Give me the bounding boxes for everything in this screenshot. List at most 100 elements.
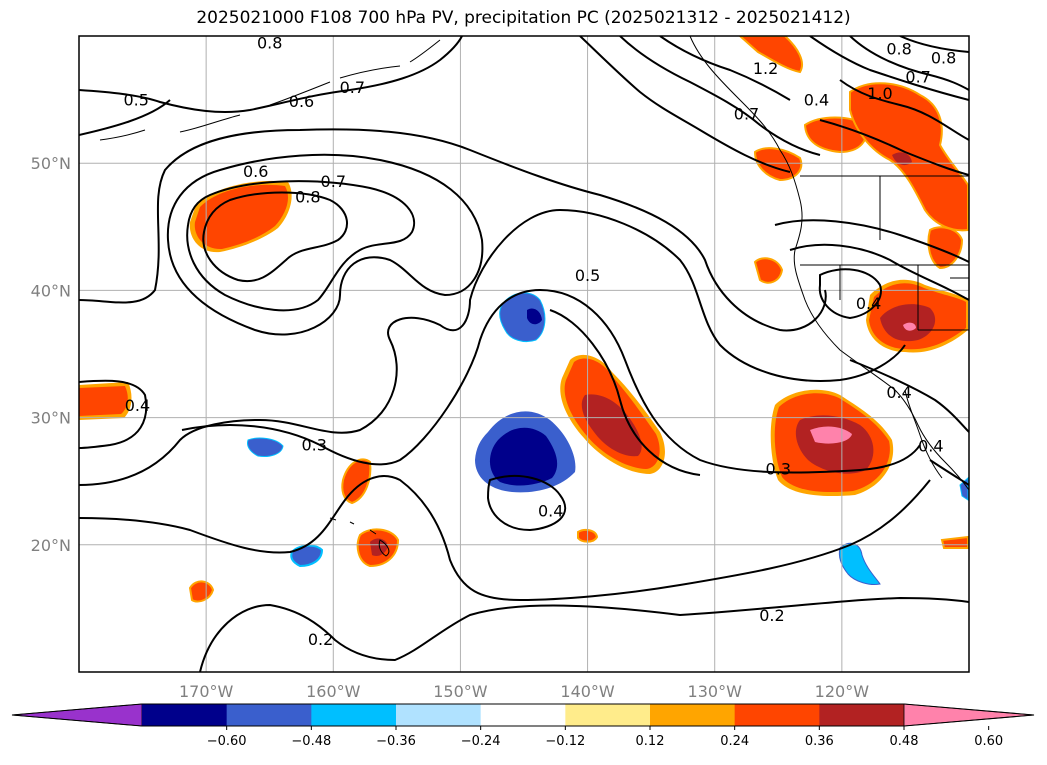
pv-contour bbox=[199, 596, 969, 672]
precip-region-ne-core bbox=[892, 152, 912, 166]
contour-label: 0.4 bbox=[918, 437, 943, 456]
neg-precip-region-north-core bbox=[527, 308, 542, 325]
pv-contour bbox=[839, 79, 969, 141]
map-frame bbox=[78, 35, 970, 673]
precip-region-nw-pacific-core bbox=[194, 184, 289, 250]
pv-contours bbox=[79, 36, 969, 672]
pv-contour bbox=[166, 153, 484, 336]
colorbar-segment bbox=[226, 704, 312, 726]
pv-contour bbox=[79, 379, 148, 449]
pv-contour bbox=[849, 359, 969, 433]
lat-tick-label: 20°N bbox=[31, 536, 71, 555]
colorbar-tick-label: 0.36 bbox=[805, 734, 834, 749]
colorbar-extend-low bbox=[11, 703, 143, 727]
colorbar-tick-label: −0.24 bbox=[461, 734, 501, 749]
colorbar-segment bbox=[734, 704, 820, 726]
contour-label: 0.2 bbox=[308, 630, 333, 649]
precip-shading bbox=[79, 36, 969, 603]
pv-contour bbox=[181, 288, 921, 474]
lat-tick-label: 30°N bbox=[31, 409, 71, 428]
contour-label: 0.4 bbox=[856, 294, 881, 313]
colorbar-segment bbox=[142, 704, 228, 726]
contour-label: 0.8 bbox=[295, 187, 320, 206]
pv-contour bbox=[79, 36, 463, 113]
colorbar-extend-high bbox=[903, 703, 1035, 727]
contour-label: 1.0 bbox=[867, 84, 892, 103]
contour-label: 0.8 bbox=[886, 40, 911, 59]
contour-label: 0.8 bbox=[257, 33, 282, 52]
colorbar-tick-label: 0.12 bbox=[636, 734, 665, 749]
pv-contour bbox=[579, 36, 791, 173]
contour-label: 0.4 bbox=[125, 396, 150, 415]
lat-tick-label: 50°N bbox=[31, 154, 71, 173]
pv-contour bbox=[619, 36, 821, 156]
precip-region-california-peak bbox=[903, 322, 916, 331]
contour-label: 0.7 bbox=[321, 172, 346, 191]
colorbar-tick-label: −0.60 bbox=[207, 734, 247, 749]
coastline-alaska-islands bbox=[99, 39, 441, 141]
longitude-labels: 170°W 160°W 150°W 140°W 130°W 120°W bbox=[179, 682, 869, 701]
contour-label: 0.7 bbox=[905, 68, 930, 87]
colorbar-segment bbox=[819, 704, 905, 726]
coastline-north-america bbox=[689, 36, 969, 491]
precip-patch-5 bbox=[753, 257, 784, 284]
latitude-labels: 50°N 40°N 30°N 20°N bbox=[31, 154, 71, 555]
contour-label: 0.4 bbox=[804, 91, 829, 110]
pv-contour bbox=[819, 119, 969, 176]
map-plot-area: 0.50.60.80.70.70.60.80.40.30.20.50.40.30… bbox=[79, 33, 969, 672]
contour-label: 0.4 bbox=[886, 383, 911, 402]
pv-contour bbox=[929, 459, 969, 486]
coastline-hawaii bbox=[329, 517, 390, 557]
lon-tick-label: 160°W bbox=[306, 682, 361, 701]
contour-labels: 0.50.60.80.70.70.60.80.40.30.20.50.40.30… bbox=[123, 33, 956, 649]
pv-contour bbox=[202, 191, 348, 283]
coastline-baja bbox=[904, 389, 943, 479]
pv-contour bbox=[79, 128, 827, 332]
colorbar-segment bbox=[565, 704, 651, 726]
pv-contour bbox=[486, 474, 567, 532]
neg-precip-region-central-core bbox=[489, 427, 558, 486]
lon-tick-label: 150°W bbox=[433, 682, 488, 701]
pv-contour bbox=[809, 36, 969, 101]
contour-label: 0.7 bbox=[340, 78, 365, 97]
pv-contour bbox=[818, 268, 882, 320]
lon-tick-label: 130°W bbox=[688, 682, 743, 701]
pv-contour bbox=[186, 180, 415, 312]
map-gridlines bbox=[79, 36, 969, 672]
contour-label: 0.3 bbox=[301, 435, 326, 454]
pv-contour bbox=[549, 309, 701, 476]
state-boundaries bbox=[800, 175, 969, 331]
contour-label: 0.8 bbox=[931, 49, 956, 68]
colorbar-tick-label: 0.48 bbox=[890, 734, 919, 749]
colorbar-segment bbox=[311, 704, 397, 726]
contour-label: 1.2 bbox=[753, 59, 778, 78]
contour-label: 0.4 bbox=[538, 501, 563, 520]
colorbar-tick-label: 0.24 bbox=[720, 734, 749, 749]
pv-contour bbox=[79, 475, 931, 602]
precip-patch-3 bbox=[188, 580, 215, 603]
colorbar-outline bbox=[11, 703, 1035, 727]
neg-precip-region-southeast bbox=[838, 542, 881, 585]
pv-contour bbox=[789, 243, 969, 301]
colorbar-segment bbox=[480, 704, 566, 726]
pv-contour bbox=[659, 36, 791, 101]
contour-label: 0.5 bbox=[575, 266, 600, 285]
lon-tick-label: 140°W bbox=[560, 682, 615, 701]
colorbar: −0.60 −0.48 −0.36 −0.24 −0.12 0.12 0.24 0.36 0.4… bbox=[11, 703, 1035, 749]
lon-tick-label: 170°W bbox=[179, 682, 234, 701]
neg-precip-region-west bbox=[247, 437, 284, 457]
pv-contour bbox=[79, 208, 906, 486]
pv-contour bbox=[849, 36, 969, 91]
precip-patch-6 bbox=[940, 535, 969, 549]
precip-region-ne-2 bbox=[803, 116, 868, 154]
contour-label: 0.5 bbox=[123, 91, 148, 110]
lat-tick-label: 40°N bbox=[31, 281, 71, 300]
colorbar-segment bbox=[396, 704, 482, 726]
pv-contour bbox=[899, 36, 969, 53]
pv-contour bbox=[79, 99, 171, 136]
precip-region-far-west-core bbox=[79, 386, 128, 416]
contour-label: 0.7 bbox=[734, 105, 759, 124]
precip-patch-1 bbox=[341, 458, 372, 505]
contour-label: 0.6 bbox=[289, 92, 314, 111]
